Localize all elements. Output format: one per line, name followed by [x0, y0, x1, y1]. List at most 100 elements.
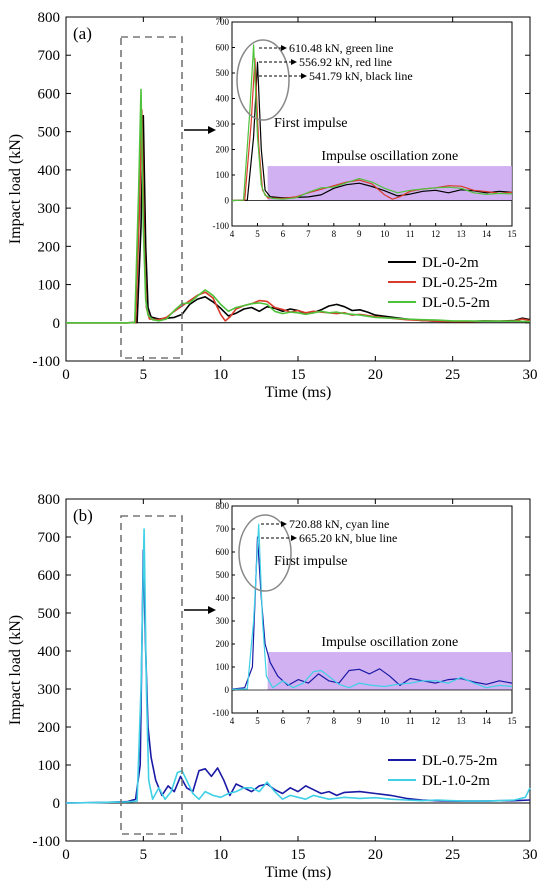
inset-y-tick-label: 400	[216, 94, 230, 104]
y-axis-label: Impact load (kN)	[7, 615, 24, 725]
x-tick-label: 20	[368, 847, 383, 863]
x-tick-label: 5	[140, 367, 148, 383]
inset-y-tick-label: 800	[216, 501, 230, 511]
y-tick-label: 400	[38, 644, 61, 660]
panel-label: (a)	[73, 24, 92, 43]
x-tick-label: 15	[291, 367, 306, 383]
legend: DL-0-2m DL-0.25-2m DL-0.5-2m	[388, 255, 498, 311]
inset-x-tick-label: 9	[357, 229, 362, 239]
x-axis-label: Time (ms)	[265, 864, 332, 881]
series-line-DL-1.0-2m	[65, 528, 531, 804]
peak-annotation-arrowhead	[301, 73, 307, 79]
first-impulse-label: First impulse	[274, 116, 348, 131]
inset-y-tick-label: 200	[216, 145, 230, 155]
inset-y-tick-label: 400	[216, 593, 230, 603]
inset-x-tick-label: 13	[457, 716, 467, 726]
oscillation-zone	[267, 166, 512, 201]
inset-y-tick-label: 100	[216, 170, 230, 180]
inset-series-line-DL-0.75-2m	[232, 536, 512, 690]
legend-entry: DL-0.25-2m	[422, 275, 498, 291]
series-line-DL-0.5-2m	[66, 88, 531, 324]
inset-y-tick-label: 500	[216, 68, 230, 78]
inset-y-tick-label: -100	[213, 221, 230, 231]
y-tick-label: 500	[38, 606, 61, 622]
y-tick-label: 700	[38, 48, 61, 64]
legend-entry: DL-0.5-2m	[422, 295, 490, 311]
peak-annotation: 665.20 kN, blue line	[299, 531, 397, 545]
inset-x-tick-label: 15	[508, 716, 518, 726]
inset-x-tick-label: 7	[306, 716, 311, 726]
panel-label: (b)	[73, 506, 93, 525]
legend-entry: DL-0-2m	[422, 255, 479, 271]
inset-x-tick-label: 13	[457, 229, 467, 239]
x-tick-label: 25	[445, 367, 460, 383]
inset-y-tick-label: 300	[216, 119, 230, 129]
y-tick-label: 400	[38, 163, 61, 179]
y-tick-label: -100	[33, 354, 61, 370]
peak-annotation: 541.79 kN, black line	[309, 69, 413, 83]
peak-annotation: 556.92 kN, red line	[299, 55, 392, 69]
x-tick-label: 15	[291, 847, 306, 863]
y-tick-label: 0	[53, 316, 61, 332]
x-tick-label: 20	[368, 367, 383, 383]
inset-x-tick-label: 8	[332, 716, 337, 726]
y-tick-label: 500	[38, 125, 61, 141]
x-tick-label: 10	[213, 847, 228, 863]
peak-annotation: 610.48 kN, green line	[289, 41, 393, 55]
y-tick-label: 700	[38, 530, 61, 546]
peak-annotation-arrowhead	[291, 59, 297, 65]
series-line-DL-0.75-2m	[65, 549, 531, 804]
inset-x-tick-label: 11	[406, 229, 415, 239]
first-impulse-ellipse	[236, 39, 290, 121]
first-impulse-label: First impulse	[274, 554, 348, 569]
x-axis-label: Time (ms)	[265, 384, 332, 401]
inset-x-tick-label: 14	[482, 716, 492, 726]
y-tick-label: 600	[38, 568, 61, 584]
inset-x-tick-label: 5	[255, 229, 260, 239]
legend: DL-0.75-2m DL-1.0-2m	[388, 753, 498, 789]
panel-b: 0 5 10 15 20 25 30 -100 0 100 200 300 400 500 600 700 80…	[7, 492, 538, 881]
peak-annotation-arrowhead	[291, 535, 297, 541]
x-tick-label: 30	[523, 847, 538, 863]
inset-y-tick-label: -100	[213, 708, 230, 718]
inset-x-tick-label: 6	[281, 716, 286, 726]
panel-a: 0 5 10 15 20 25 30-100010020030040050060070080…	[7, 10, 538, 401]
peak-annotation-arrowhead	[281, 521, 287, 527]
y-tick-label: 800	[38, 10, 61, 26]
zoom-arrow-head	[208, 126, 216, 134]
x-tick-label: 0	[62, 847, 70, 863]
peak-annotation-arrowhead	[281, 45, 287, 51]
x-tick-label: 0	[62, 367, 70, 383]
inset-y-tick-label: 100	[216, 662, 230, 672]
x-tick-label: 10	[213, 367, 228, 383]
y-tick-label: 200	[38, 239, 61, 255]
legend-entry: DL-1.0-2m	[422, 773, 490, 789]
inset-series-line-DL-0.25-2m	[232, 57, 512, 202]
inset-series	[232, 44, 512, 202]
inset-x-tick-label: 8	[332, 229, 337, 239]
inset-series	[232, 523, 512, 690]
legend-entry: DL-0.75-2m	[422, 753, 498, 769]
inset-y-tick-label: 700	[216, 17, 230, 27]
y-tick-label: 200	[38, 720, 61, 736]
inset-x-tick-label: 4	[230, 229, 235, 239]
inset-y-tick-label: 600	[216, 43, 230, 53]
y-tick-label: 300	[38, 682, 61, 698]
peak-annotation: 720.88 kN, cyan line	[289, 517, 389, 531]
inset-x-tick-label: 12	[431, 716, 440, 726]
oscillation-zone-label: Impulse oscillation zone	[321, 149, 458, 164]
x-tick-label: 25	[445, 847, 460, 863]
zoom-region-box	[120, 36, 183, 359]
inset-x-tick-label: 9	[357, 716, 362, 726]
inset-y-tick-label: 0	[225, 196, 230, 206]
inset-x-tick-label: 7	[306, 229, 311, 239]
x-tick-label: 30	[523, 367, 538, 383]
first-impulse-ellipse	[238, 514, 292, 592]
inset-x-tick-label: 5	[255, 716, 260, 726]
zoom-arrow-head	[208, 606, 216, 614]
inset-y-tick-label: 700	[216, 524, 230, 534]
inset-y-tick-label: 300	[216, 616, 230, 626]
y-tick-label: 0	[53, 796, 61, 812]
inset-x-tick-label: 6	[281, 229, 286, 239]
